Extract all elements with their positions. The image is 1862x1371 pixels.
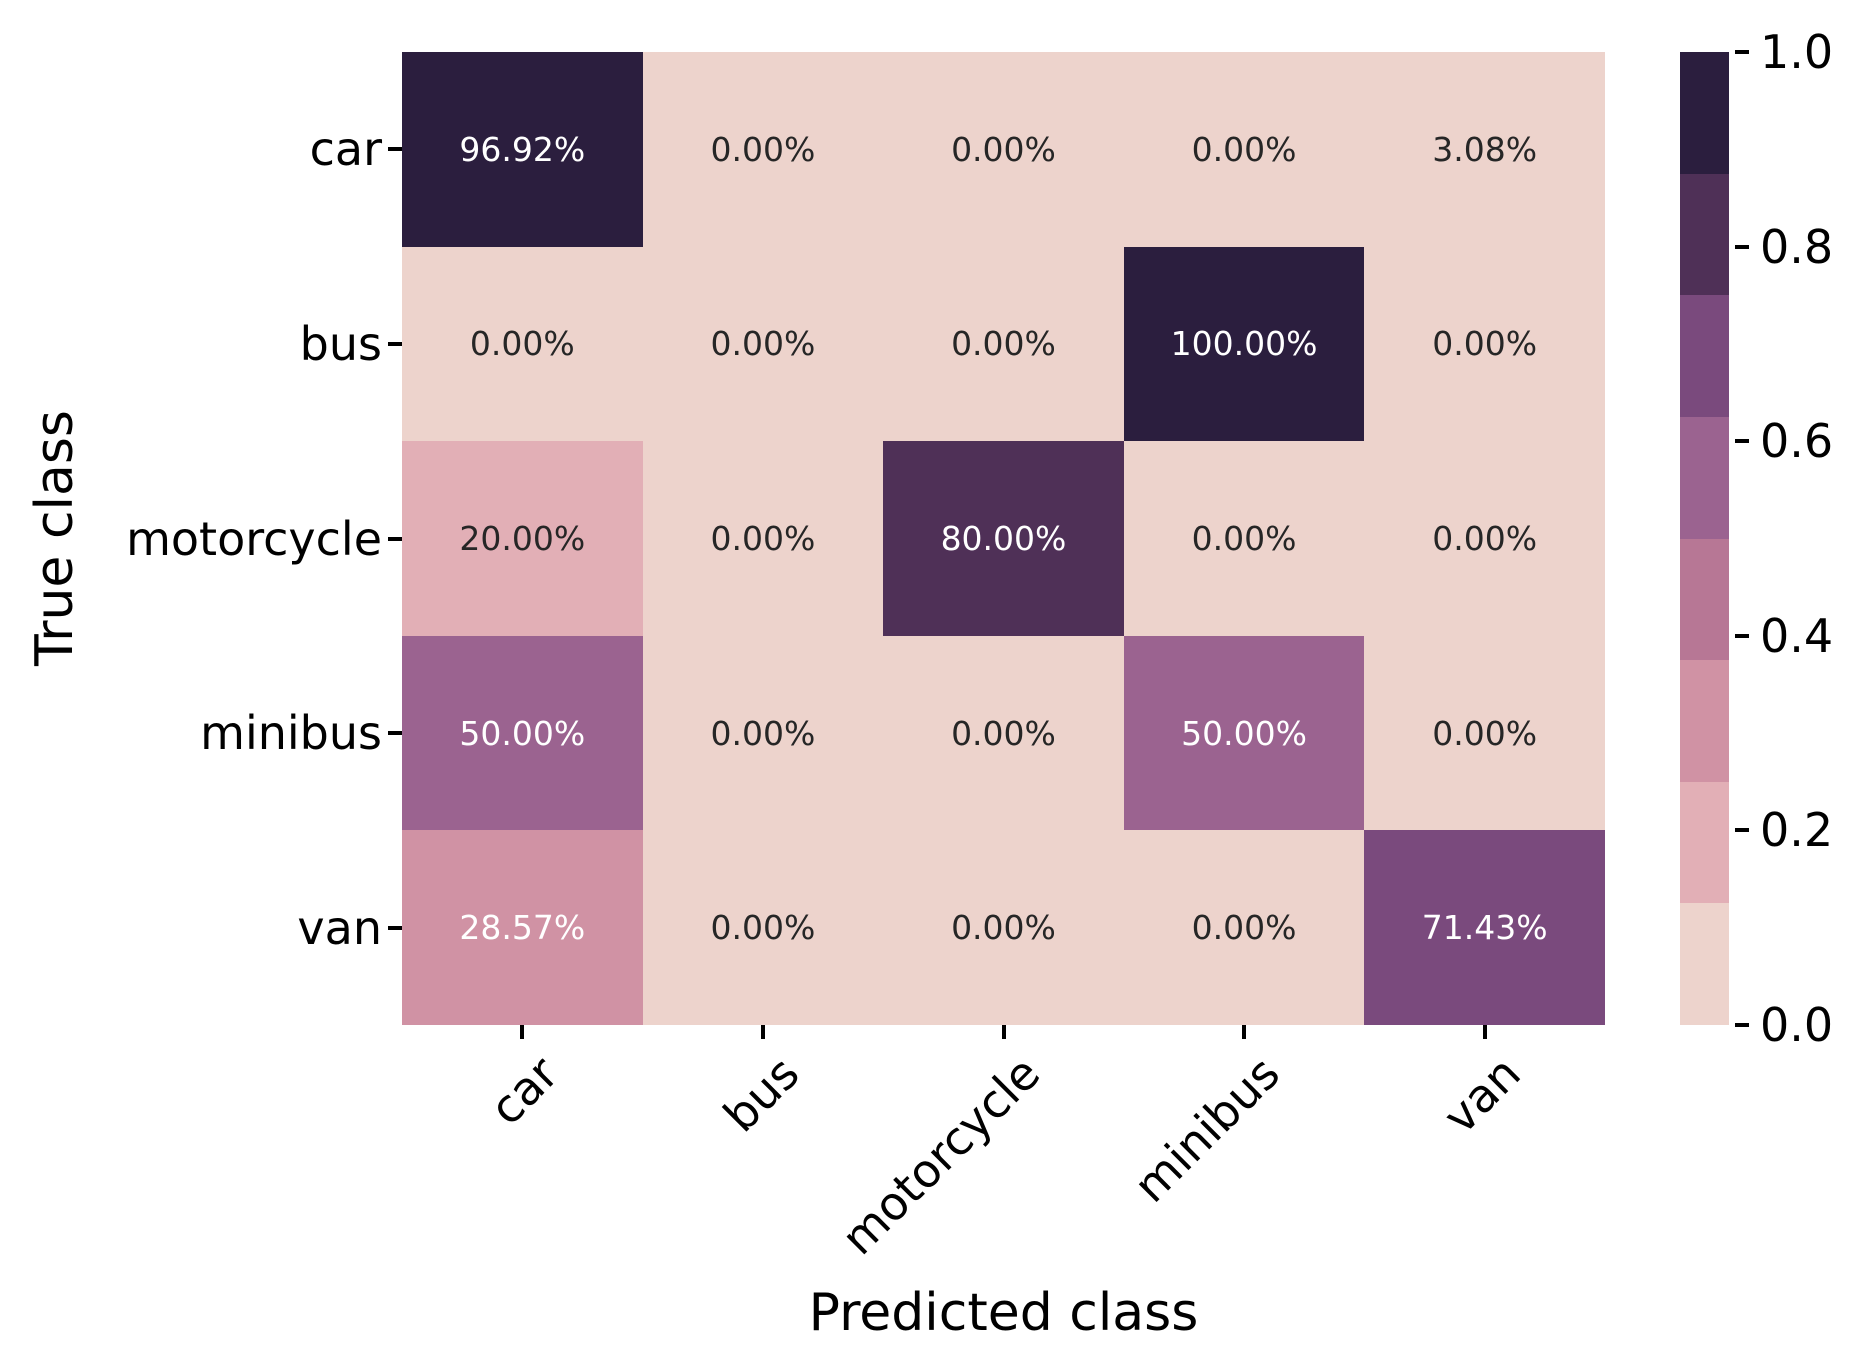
heatmap-cell: 0.00% bbox=[1123, 52, 1365, 247]
heatmap-cell: 28.57% bbox=[402, 830, 643, 1025]
heatmap-cell: 0.00% bbox=[1123, 830, 1365, 1025]
colorbar-segment bbox=[1680, 173, 1729, 296]
colorbar-tick-label: 0.4 bbox=[1760, 608, 1834, 663]
colorbar-tick-mark bbox=[1735, 1023, 1749, 1027]
x-tick-mark bbox=[520, 1025, 525, 1039]
heatmap-cell: 0.00% bbox=[642, 246, 884, 442]
heatmap-cell: 0.00% bbox=[883, 52, 1124, 247]
x-tick-label: car bbox=[479, 1046, 569, 1136]
heatmap-cell: 0.00% bbox=[402, 246, 643, 442]
x-tick-mark bbox=[1001, 1025, 1006, 1039]
x-axis-title: Predicted class bbox=[808, 1283, 1199, 1343]
x-tick-label: bus bbox=[712, 1046, 810, 1143]
y-tick-mark bbox=[388, 341, 402, 346]
colorbar-tick-mark bbox=[1735, 828, 1749, 833]
heatmap-cell: 20.00% bbox=[402, 441, 643, 636]
heatmap-cell: 0.00% bbox=[883, 830, 1124, 1025]
heatmap-cell: 0.00% bbox=[642, 52, 884, 247]
colorbar-tick-label: 0.6 bbox=[1760, 414, 1834, 469]
x-tick-mark bbox=[1482, 1025, 1487, 1039]
colorbar-segment bbox=[1680, 416, 1729, 539]
y-tick-label: van bbox=[297, 900, 382, 955]
x-tick-mark bbox=[1242, 1025, 1247, 1039]
heatmap-cell: 0.00% bbox=[883, 246, 1124, 442]
heatmap-cell: 100.00% bbox=[1123, 246, 1365, 442]
heatmap-cell: 0.00% bbox=[1364, 246, 1605, 442]
heatmap-cell: 0.00% bbox=[1123, 441, 1365, 636]
colorbar-tick-label: 0.2 bbox=[1760, 803, 1834, 858]
x-tick-mark bbox=[760, 1025, 765, 1039]
heatmap-cell: 0.00% bbox=[1364, 635, 1605, 831]
heatmap-cell: 50.00% bbox=[1123, 635, 1365, 831]
colorbar-segment bbox=[1680, 903, 1729, 1025]
y-tick-mark bbox=[388, 536, 402, 541]
y-tick-label: minibus bbox=[200, 706, 382, 761]
colorbar-tick-mark bbox=[1735, 244, 1749, 249]
y-tick-label: car bbox=[309, 122, 382, 177]
x-tick-label: van bbox=[1432, 1046, 1531, 1144]
colorbar-segment bbox=[1680, 538, 1729, 661]
y-tick-label: motorcycle bbox=[126, 511, 382, 566]
y-tick-mark bbox=[388, 925, 402, 930]
y-tick-mark bbox=[388, 147, 402, 152]
colorbar-tick-mark bbox=[1735, 439, 1749, 444]
heatmap-cell: 50.00% bbox=[402, 635, 643, 831]
heatmap-cell: 80.00% bbox=[883, 441, 1124, 636]
x-tick-label: minibus bbox=[1123, 1046, 1291, 1213]
colorbar-tick-label: 0.0 bbox=[1760, 998, 1834, 1052]
y-tick-label: bus bbox=[299, 316, 382, 371]
colorbar-segment bbox=[1680, 660, 1729, 782]
heatmap-cell: 0.00% bbox=[642, 441, 884, 636]
colorbar bbox=[1680, 52, 1729, 1025]
colorbar-segment bbox=[1680, 781, 1729, 904]
colorbar-segment bbox=[1680, 52, 1729, 174]
heatmap-grid: 96.92% 0.00% 0.00% 0.00% 3.08% 0.00% 0.00% 0.00… bbox=[402, 52, 1605, 1025]
colorbar-tick-mark bbox=[1735, 50, 1749, 54]
heatmap-cell: 0.00% bbox=[642, 635, 884, 831]
heatmap-cell: 3.08% bbox=[1364, 52, 1605, 247]
heatmap-cell: 71.43% bbox=[1364, 830, 1605, 1025]
colorbar-tick-label: 0.8 bbox=[1760, 219, 1834, 274]
heatmap-cell: 0.00% bbox=[1364, 441, 1605, 636]
x-tick-label: motorcycle bbox=[830, 1046, 1050, 1266]
y-tick-mark bbox=[388, 731, 402, 736]
heatmap-cell: 0.00% bbox=[642, 830, 884, 1025]
colorbar-segment bbox=[1680, 295, 1729, 417]
colorbar-tick-label: 1.0 bbox=[1760, 25, 1834, 79]
y-axis-title: True class bbox=[25, 409, 85, 667]
colorbar-tick-mark bbox=[1735, 633, 1749, 638]
heatmap-cell: 96.92% bbox=[402, 52, 643, 247]
heatmap-cell: 0.00% bbox=[883, 635, 1124, 831]
